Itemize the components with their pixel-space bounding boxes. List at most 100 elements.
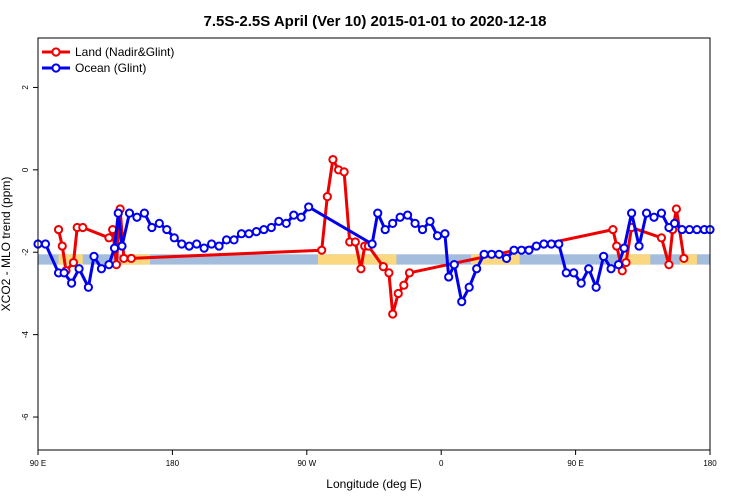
series-ocean-point — [395, 212, 405, 222]
series-ocean-point — [606, 264, 616, 274]
series-ocean-point — [177, 239, 187, 249]
series-ocean-point — [380, 224, 390, 235]
series-land-point — [399, 280, 409, 290]
series-land-point — [53, 224, 64, 235]
x-tick-label-3: 0 — [439, 459, 444, 468]
series-ocean-point — [684, 224, 695, 235]
series-ocean-point — [169, 233, 179, 243]
series-ocean-point — [236, 229, 247, 239]
series-ocean-point — [367, 239, 377, 249]
series-land-point — [384, 268, 394, 278]
series-land-point — [664, 260, 674, 270]
series-ocean-point — [449, 260, 459, 270]
series-ocean-point — [561, 268, 571, 278]
series-land-point — [356, 264, 366, 274]
series-ocean-point — [117, 241, 127, 251]
series-ocean-point — [634, 241, 644, 251]
series-ocean-point — [207, 239, 217, 249]
legend-land-label: Land (Nadir&Glint) — [75, 45, 174, 59]
series-ocean-point — [373, 208, 383, 218]
series-land-point — [393, 288, 403, 299]
series-land-point — [104, 233, 114, 243]
series-land-point — [57, 241, 67, 251]
series-ocean-point — [417, 224, 428, 235]
series-land-point — [404, 268, 415, 278]
series-ocean-point — [244, 229, 254, 239]
series-ocean-point — [296, 212, 306, 222]
series-ocean-point — [554, 239, 564, 249]
series-ocean-point — [289, 210, 299, 220]
series-ocean-point — [40, 239, 51, 249]
series-ocean-point — [432, 231, 443, 241]
series-ocean-point — [524, 245, 534, 255]
series-land-point — [111, 260, 122, 270]
x-axis: 90 E 180 90 W 0 90 E 180 — [30, 450, 717, 468]
series-ocean-point — [464, 282, 474, 292]
series-ocean-point — [613, 260, 624, 270]
band-land-segment-5 — [680, 254, 697, 265]
series-ocean-point — [139, 208, 149, 218]
series-land-point — [119, 253, 129, 264]
y-tick-label-0: 2 — [21, 85, 30, 90]
series-land-line — [57, 158, 686, 316]
series-ocean-point — [599, 251, 609, 261]
series-ocean-point — [109, 243, 120, 253]
series-ocean-point — [576, 278, 586, 288]
y-tick-label-2: -2 — [21, 248, 30, 256]
series-ocean-point — [124, 208, 135, 218]
series-land-point — [350, 237, 360, 247]
series-ocean-point — [229, 235, 239, 245]
series-ocean-point — [539, 239, 549, 249]
series-land-point — [126, 253, 136, 264]
series-land-point — [608, 224, 618, 235]
series-ocean-point — [113, 208, 123, 218]
series-ocean-point — [472, 264, 482, 274]
series-ocean-point — [627, 208, 637, 218]
y-tick-label-4: -6 — [21, 413, 30, 421]
x-tick-label-2: 90 W — [297, 459, 316, 468]
series-ocean-point — [403, 210, 413, 220]
series-ocean-point — [501, 253, 512, 264]
series-ocean-point — [59, 268, 69, 278]
series-ocean — [33, 202, 715, 307]
series-ocean-point — [440, 229, 450, 239]
series-ocean-point — [619, 243, 629, 253]
series-land-point — [322, 192, 332, 202]
series-ocean-point — [83, 282, 94, 292]
x-tick-label-0: 90 E — [30, 459, 46, 468]
series-ocean-point — [221, 235, 232, 245]
series-ocean-point — [184, 241, 194, 251]
series-ocean-point — [677, 224, 687, 235]
series-ocean-point — [259, 224, 269, 235]
series-ocean-point — [67, 278, 77, 288]
series-ocean-point — [425, 216, 435, 226]
y-axis-label: XCO2 - MLO trend (ppm) — [0, 177, 13, 312]
series-ocean-point — [304, 202, 314, 212]
series-land-point — [621, 257, 631, 268]
series-ocean-point — [162, 224, 172, 235]
series-ocean-point — [132, 212, 142, 222]
series-ocean-point — [591, 282, 601, 292]
band-land-segment-3 — [471, 254, 520, 265]
series-ocean-point — [89, 251, 99, 261]
series-layer — [33, 154, 715, 319]
series-ocean-point — [669, 218, 680, 228]
series-land-point — [671, 204, 682, 214]
series-land-point — [328, 154, 338, 165]
x-tick-label-5: 180 — [703, 459, 717, 468]
series-land-point — [656, 233, 667, 243]
series-ocean-point — [74, 264, 84, 274]
series-ocean-point — [584, 264, 594, 274]
series-ocean-point — [656, 208, 667, 218]
series-land-point — [378, 262, 388, 272]
series-land-point — [317, 245, 327, 255]
series-ocean-point — [569, 268, 579, 278]
series-ocean-point — [154, 218, 164, 228]
x-axis-label: Longitude (deg E) — [326, 477, 421, 491]
series-ocean-point — [479, 249, 489, 259]
series-ocean-point — [251, 227, 261, 237]
series-ocean-point — [388, 218, 398, 228]
series-ocean-point — [509, 245, 519, 255]
series-ocean-point — [104, 260, 114, 270]
y-tick-label-1: 0 — [21, 167, 30, 172]
